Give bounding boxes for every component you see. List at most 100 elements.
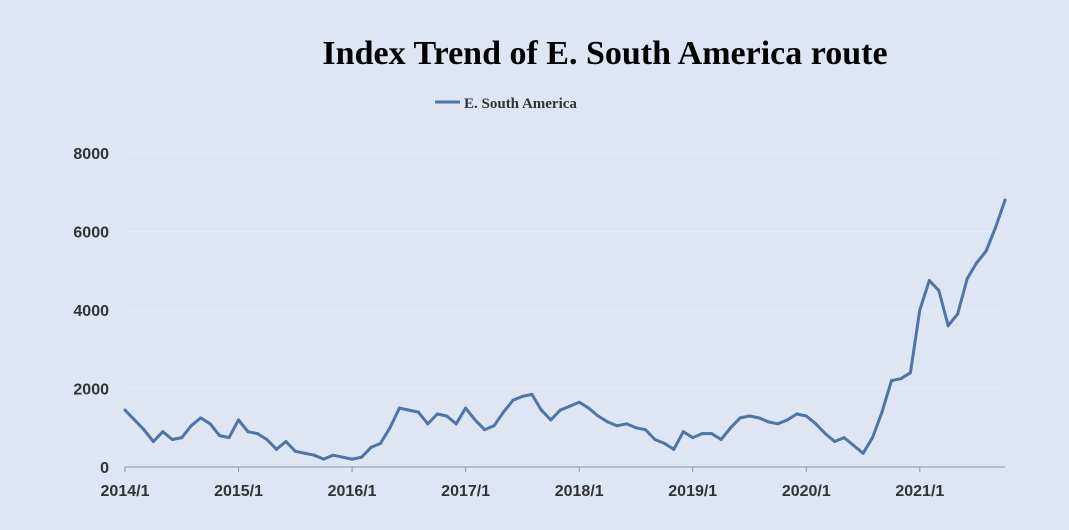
data-point — [142, 428, 146, 432]
data-point — [662, 441, 666, 445]
data-point — [681, 430, 685, 434]
data-point — [937, 288, 941, 292]
data-point — [360, 455, 364, 459]
data-point — [161, 430, 165, 434]
data-point — [710, 432, 714, 436]
x-tick-label: 2021/1 — [895, 483, 944, 500]
data-point — [672, 447, 676, 451]
data-point — [757, 416, 761, 420]
data-point — [852, 443, 856, 447]
legend: E. South America — [435, 96, 577, 112]
data-point — [426, 422, 430, 426]
data-point — [719, 438, 723, 442]
data-point — [738, 416, 742, 420]
data-point — [473, 418, 477, 422]
x-tick-label: 2018/1 — [555, 483, 604, 500]
data-point — [1003, 198, 1007, 202]
data-point — [823, 432, 827, 436]
data-point — [284, 439, 288, 443]
data-point — [274, 447, 278, 451]
data-point — [842, 436, 846, 440]
data-point — [293, 449, 297, 453]
y-tick-label: 6000 — [73, 225, 109, 242]
data-point — [435, 412, 439, 416]
data-point — [350, 457, 354, 461]
y-tick-label: 0 — [100, 460, 109, 477]
data-point — [643, 428, 647, 432]
data-point — [369, 445, 373, 449]
data-point — [454, 422, 458, 426]
data-point — [776, 422, 780, 426]
data-point — [151, 439, 155, 443]
data-point — [501, 410, 505, 414]
data-point — [804, 414, 808, 418]
data-point — [445, 414, 449, 418]
data-point — [397, 406, 401, 410]
data-point — [984, 249, 988, 253]
data-point — [199, 416, 203, 420]
data-point — [180, 436, 184, 440]
data-point — [265, 438, 269, 442]
data-point — [814, 422, 818, 426]
data-point — [331, 453, 335, 457]
data-point — [237, 418, 241, 422]
data-point — [255, 432, 259, 436]
data-point — [946, 324, 950, 328]
data-point — [208, 422, 212, 426]
data-point — [625, 422, 629, 426]
data-point — [871, 436, 875, 440]
x-tick-label: 2019/1 — [668, 483, 717, 500]
data-point — [530, 392, 534, 396]
data-point — [322, 457, 326, 461]
data-point — [596, 414, 600, 418]
data-point — [975, 261, 979, 265]
data-point — [880, 410, 884, 414]
data-point — [927, 279, 931, 283]
x-tick-label: 2016/1 — [328, 483, 377, 500]
data-point — [407, 408, 411, 412]
series-line-e-south-america — [123, 198, 1007, 461]
data-point — [994, 226, 998, 230]
data-point — [378, 441, 382, 445]
data-point — [189, 424, 193, 428]
legend-label: E. South America — [464, 96, 577, 112]
data-point — [123, 408, 127, 412]
data-point — [558, 408, 562, 412]
data-point — [889, 379, 893, 383]
data-point — [520, 394, 524, 398]
data-point — [653, 438, 657, 442]
data-point — [464, 406, 468, 410]
data-point — [587, 406, 591, 410]
data-point — [577, 400, 581, 404]
x-tick-label: 2015/1 — [214, 483, 263, 500]
y-tick-label: 8000 — [73, 146, 109, 163]
data-point — [539, 408, 543, 412]
data-point — [549, 418, 553, 422]
data-point — [388, 426, 392, 430]
data-point — [785, 418, 789, 422]
data-point — [606, 420, 610, 424]
data-point — [691, 436, 695, 440]
x-tick-label: 2017/1 — [441, 483, 490, 500]
data-point — [795, 412, 799, 416]
data-point — [132, 418, 136, 422]
data-point — [511, 398, 515, 402]
data-point — [861, 451, 865, 455]
data-point — [416, 410, 420, 414]
data-point — [312, 453, 316, 457]
data-point — [568, 404, 572, 408]
data-point — [748, 414, 752, 418]
chart-title: Index Trend of E. South America route — [322, 35, 887, 72]
series-layer — [123, 198, 1007, 461]
data-point — [341, 455, 345, 459]
data-point — [899, 377, 903, 381]
data-point — [833, 439, 837, 443]
data-point — [218, 434, 222, 438]
data-point — [303, 451, 307, 455]
data-point — [908, 371, 912, 375]
data-point — [170, 438, 174, 442]
data-point — [246, 430, 250, 434]
x-tick-label: 2020/1 — [782, 483, 831, 500]
